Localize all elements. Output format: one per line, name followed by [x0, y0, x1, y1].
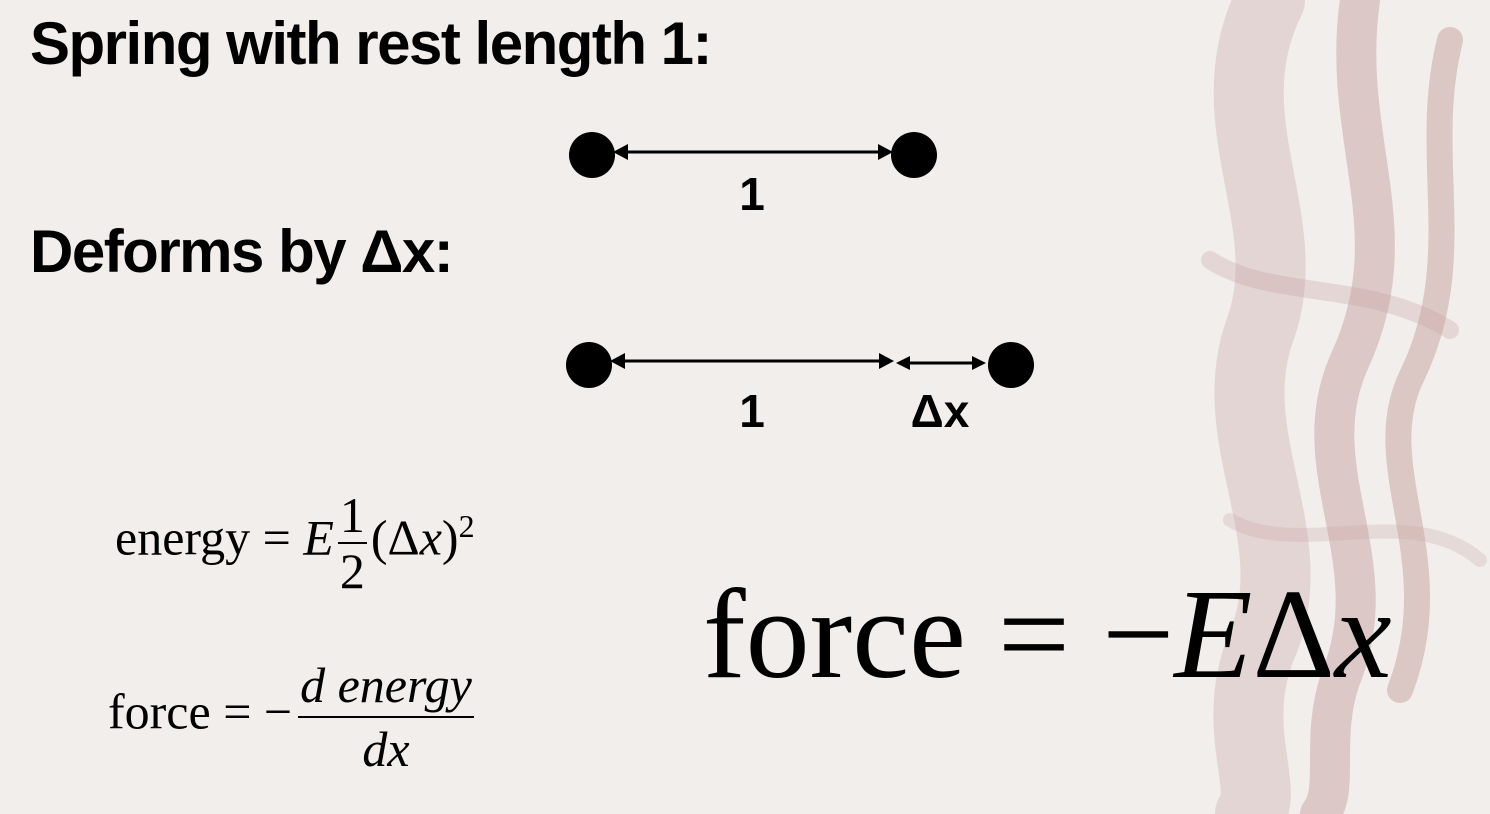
force-derivative-denominator: dx	[362, 721, 410, 777]
energy-equals: =	[262, 509, 291, 566]
energy-variable: x	[419, 509, 442, 566]
force-hooke-coefficient: E	[1174, 563, 1253, 705]
spring-delta-label: Δx	[911, 385, 970, 437]
energy-formula: energy = E 1 2 (Δx)2	[115, 490, 475, 596]
spring-rest-left-mass	[569, 132, 615, 178]
spring-deformed-diagram: 1 Δx	[566, 342, 1034, 437]
energy-exponent: 2	[458, 507, 475, 544]
energy-fraction-numerator: 1	[337, 487, 367, 544]
force-derivative-equals: =	[223, 683, 252, 740]
force-derivative-lhs: force	[108, 683, 211, 740]
spring-rest-length-label: 1	[739, 168, 765, 220]
arrowhead-left-icon	[610, 353, 625, 369]
energy-fraction-denominator: 2	[339, 543, 365, 599]
force-hooke-delta: Δ	[1252, 563, 1335, 705]
energy-lhs: energy	[115, 509, 251, 566]
arrowhead-right-icon	[879, 353, 894, 369]
force-derivative-numerator: d energy	[298, 660, 474, 718]
arrowhead-right-icon	[972, 356, 986, 370]
force-derivative-fraction: d energy dx	[298, 660, 474, 774]
force-derivative-sign: −	[263, 683, 293, 740]
force-hooke-equals: =	[997, 563, 1071, 705]
force-hooke-lhs: force	[703, 563, 966, 705]
spring-deformed-length-label: 1	[739, 385, 765, 437]
spring-rest-diagram: 1	[569, 132, 937, 220]
arrowhead-left-icon	[896, 356, 910, 370]
force-hooke-formula: force = −EΔx	[703, 570, 1392, 698]
force-hooke-sign: −	[1102, 563, 1175, 705]
energy-close-paren: )	[441, 509, 459, 566]
heading-deforms: Deforms by Δx:	[30, 218, 454, 285]
arrowhead-left-icon	[613, 144, 628, 160]
force-hooke-variable: x	[1334, 563, 1392, 705]
force-derivative-formula: force = − d energy dx	[108, 660, 474, 774]
spring-rest-right-mass	[891, 132, 937, 178]
energy-coefficient: E	[303, 509, 334, 566]
heading-rest-length: Spring with rest length 1:	[30, 10, 713, 77]
smoke-background-image	[1201, 0, 1487, 814]
spring-deformed-left-mass	[566, 342, 612, 388]
arrowhead-right-icon	[878, 144, 893, 160]
spring-deformed-right-mass	[988, 342, 1034, 388]
energy-open-delta: (Δ	[370, 509, 420, 566]
